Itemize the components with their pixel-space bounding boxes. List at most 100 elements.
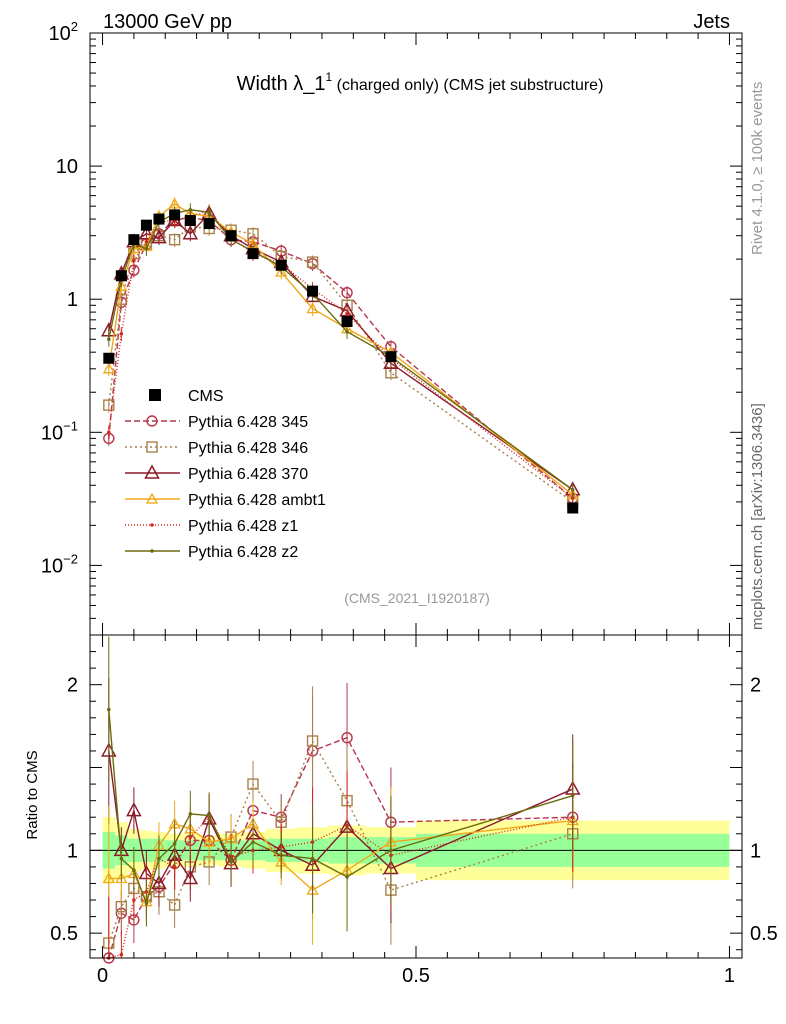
analysis-id: (CMS_2021_I1920187)	[344, 590, 490, 606]
cms-point	[275, 259, 287, 271]
main-ytick-label: 10−1	[41, 418, 78, 444]
main-ytick-exp: −1	[63, 418, 78, 433]
plot-title-rest: (charged only) (CMS jet substructure)	[332, 77, 603, 94]
legend-marker	[146, 415, 158, 427]
ratio-ytick-label-left: 0.5	[50, 923, 78, 945]
series-line	[108, 216, 574, 499]
ratio-ytick-label-right: 2	[750, 675, 761, 697]
series-point	[341, 286, 353, 299]
legend-marker	[144, 464, 160, 479]
ratio-axis-label: Ratio to CMS	[24, 750, 41, 839]
legend-label: Pythia 6.428 370	[188, 466, 308, 483]
series-ratio-point	[107, 707, 111, 712]
series-line	[108, 212, 574, 491]
main-ytick-exp: 2	[71, 19, 78, 34]
series-1-main	[103, 220, 579, 510]
legend-label: Pythia 6.428 z2	[188, 544, 298, 561]
cms-point	[128, 234, 140, 246]
series-point	[127, 242, 140, 254]
ratio-plot	[101, 636, 581, 964]
series-ratio-point	[389, 848, 393, 853]
cms-point	[247, 248, 259, 260]
ratio-ytick-label-left: 1	[67, 840, 78, 862]
series-ratio-point	[229, 860, 233, 864]
main-ytick-label: 10	[56, 156, 78, 178]
legend-marker	[150, 523, 154, 527]
series-line	[108, 203, 574, 496]
series-point	[103, 399, 115, 411]
series-ratio-point	[144, 901, 149, 906]
series-ratio-point	[247, 778, 259, 790]
cms-point	[225, 230, 237, 242]
series-4-main	[107, 204, 575, 506]
xtick-label: 1	[724, 965, 735, 987]
plot-title-main: Width λ_1	[237, 73, 326, 95]
series-ratio-point	[279, 853, 284, 858]
ratio-ytick-label-left: 2	[67, 675, 78, 697]
series-ratio-point	[132, 868, 136, 873]
legend-label: Pythia 6.428 ambt1	[188, 492, 326, 509]
main-ytick-base: 10	[41, 555, 63, 577]
legend-marker	[150, 549, 154, 553]
main-ytick-base: 10	[41, 422, 63, 444]
cms-data	[103, 209, 579, 514]
cms-point	[385, 351, 397, 363]
series-point	[102, 362, 115, 374]
series-ratio-point	[207, 813, 211, 818]
cms-point	[140, 219, 152, 231]
series-ratio-point	[182, 869, 199, 885]
series-ratio-point	[306, 735, 319, 747]
series-point	[383, 354, 399, 370]
series-line	[108, 226, 574, 503]
xtick-label: 0.5	[402, 965, 430, 987]
series-line	[108, 210, 574, 499]
main-ytick-exp: −2	[63, 551, 78, 566]
main-ytick-label: 1	[67, 289, 78, 311]
cms-point	[169, 209, 181, 221]
series-ratio-point	[168, 899, 181, 911]
series-ratio-point	[251, 840, 255, 844]
cms-point	[115, 270, 127, 282]
ratio-ytick-label-right: 0.5	[750, 923, 778, 945]
series-point	[107, 337, 111, 342]
series-ratio-point	[310, 856, 315, 861]
series-ratio-point	[102, 872, 115, 884]
series-5-main	[107, 203, 575, 498]
cms-point	[567, 502, 579, 514]
main-ytick-label: 10−2	[41, 551, 78, 577]
legend-label: Pythia 6.428 346	[188, 440, 308, 457]
ratio-frame	[89, 634, 743, 959]
legend-marker	[145, 492, 159, 504]
series-point	[275, 265, 288, 277]
cms-point	[341, 315, 353, 327]
series-ratio-line	[108, 736, 573, 959]
series-ratio-point	[132, 898, 136, 902]
series-ratio-point	[345, 875, 349, 879]
series-line	[108, 209, 574, 491]
series-ratio-point	[188, 812, 193, 816]
rivet-label: Rivet 4.1.0, ≥ 100k events	[749, 82, 766, 255]
series-point	[188, 207, 193, 212]
series-5-ratio	[107, 636, 575, 932]
header-energy-label: 13000 GeV pp	[103, 11, 232, 33]
series-point	[132, 258, 136, 263]
series-point	[306, 302, 319, 314]
legend-marker	[149, 389, 161, 401]
series-ratio-point	[570, 793, 575, 798]
series-point	[151, 229, 167, 244]
mcplots-label: mcplots.cern.ch [arXiv:1306.3436]	[749, 403, 766, 630]
series-point	[115, 279, 128, 291]
series-ratio-point	[151, 874, 167, 890]
legend-label: Pythia 6.428 345	[188, 414, 308, 431]
plot-title-sup: 1	[326, 70, 333, 84]
series-point	[570, 487, 575, 492]
main-plot	[101, 197, 581, 514]
series-ratio-point	[115, 872, 128, 884]
series-point	[182, 225, 199, 240]
cms-point	[307, 285, 319, 297]
series-point	[119, 331, 124, 336]
series-point	[570, 496, 575, 500]
series-0-main	[103, 211, 579, 506]
